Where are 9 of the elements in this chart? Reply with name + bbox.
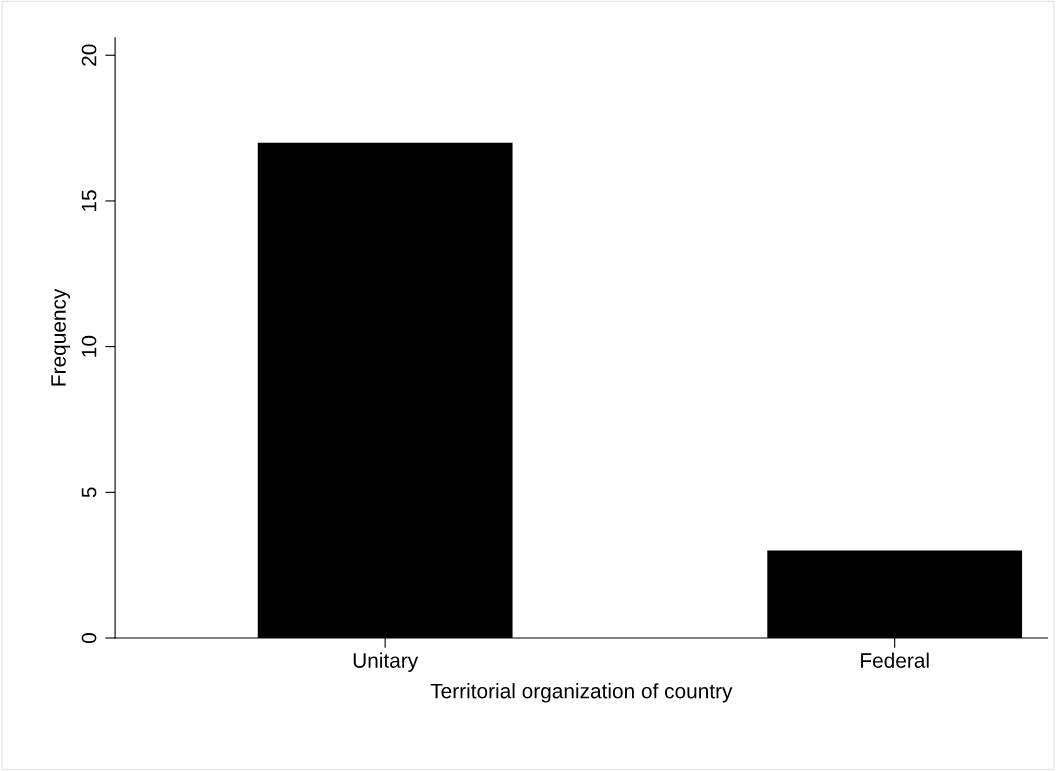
y-axis-title: Frequency <box>51 288 70 386</box>
x-tick-label: Unitary <box>353 652 419 673</box>
y-tick-label: 10 <box>81 335 97 357</box>
x-tick-label: Federal <box>861 652 929 668</box>
y-tick-label: 5 <box>81 487 97 498</box>
y-tick-label: 20 <box>81 44 97 66</box>
y-tick-label: 0 <box>81 633 97 643</box>
y-tick-label: 15 <box>81 190 97 211</box>
x-axis-title: Territorial organization of country <box>430 683 733 703</box>
